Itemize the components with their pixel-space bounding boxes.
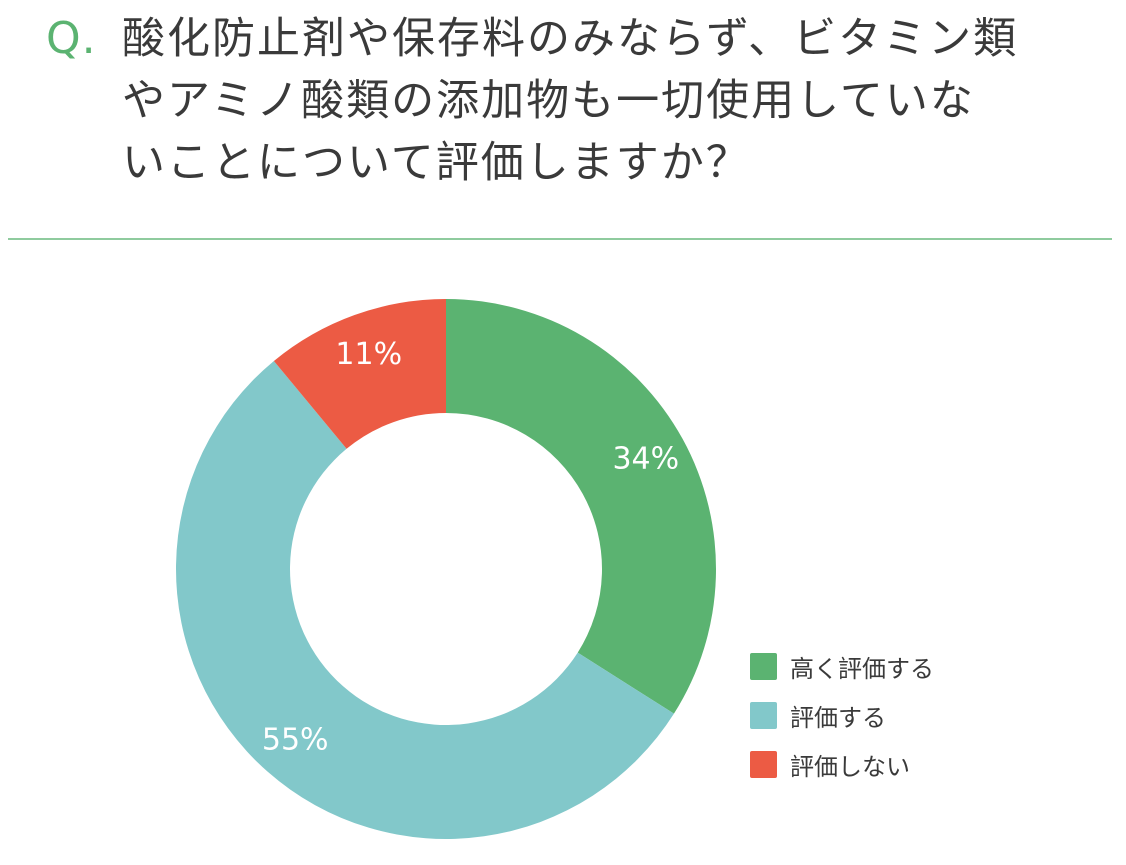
- legend-item: 高く評価する: [750, 642, 934, 691]
- legend-label: 高く評価する: [790, 655, 934, 683]
- legend-item: 評価する: [750, 691, 934, 740]
- header-divider: [8, 238, 1112, 240]
- legend-swatch: [750, 653, 777, 680]
- donut-slice: [175, 360, 674, 839]
- slice-value-label: 55%: [262, 723, 329, 758]
- question-text: 酸化防止剤や保存料のみならず、ビタミン類 やアミノ酸類の添加物も一切使用していな…: [122, 8, 1102, 194]
- question-line: やアミノ酸類の添加物も一切使用していな: [122, 76, 975, 126]
- chart-legend: 高く評価する 評価する 評価しない: [750, 642, 934, 789]
- donut-slice: [273, 299, 446, 449]
- legend-item: 評価しない: [750, 740, 934, 789]
- legend-swatch: [750, 751, 777, 778]
- question-line: いことについて評価しますか？: [122, 138, 751, 188]
- question-mark: Q.: [46, 13, 97, 64]
- donut-labels: 34% 55% 11%: [262, 337, 679, 758]
- slice-value-label: 11%: [335, 337, 402, 372]
- donut-slices: [175, 299, 716, 839]
- legend-swatch: [750, 702, 777, 729]
- donut-slice: [446, 299, 716, 714]
- slice-value-label: 34%: [612, 442, 679, 477]
- question-line: 酸化防止剤や保存料のみならず、ビタミン類: [122, 14, 1019, 64]
- question-header: Q. 酸化防止剤や保存料のみならず、ビタミン類 やアミノ酸類の添加物も一切使用し…: [0, 0, 1126, 240]
- legend-label: 評価する: [790, 704, 886, 732]
- legend-label: 評価しない: [790, 753, 910, 781]
